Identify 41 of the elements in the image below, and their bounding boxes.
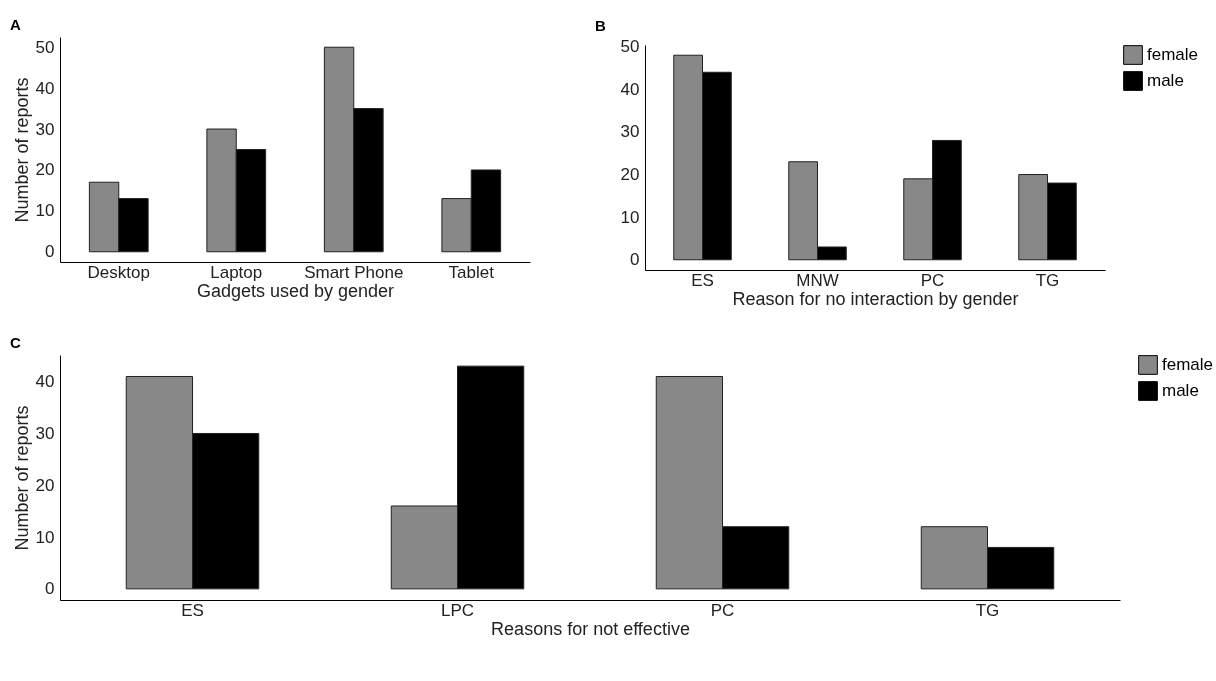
x-tick-label: TG [975, 600, 1000, 620]
x-axis-title: Reason for no interaction by gender [732, 288, 1019, 309]
x-tick-label: Laptop [210, 262, 263, 282]
y-axis-title: Number of reports [11, 77, 32, 223]
legend-label: male [1162, 381, 1199, 400]
y-tick-label: 50 [620, 37, 640, 57]
y-tick-label: 30 [620, 122, 640, 142]
x-tick-label: Smart Phone [304, 262, 404, 282]
y-tick-label: 20 [35, 475, 55, 495]
x-tick-label: LPC [440, 600, 475, 620]
x-tick-label: PC [920, 270, 945, 290]
legend-label: female [1162, 355, 1214, 374]
y-axis-title: Number of reports [11, 405, 32, 551]
y-tick-label: 10 [35, 201, 55, 221]
y-tick-label: 40 [35, 78, 55, 98]
y-tick-label: 10 [35, 527, 55, 547]
legend-label: female [1147, 45, 1199, 64]
x-tick-label: PC [710, 600, 735, 620]
y-tick-label: 0 [630, 250, 640, 270]
y-tick-label: 30 [35, 423, 55, 443]
x-tick-label: ES [181, 600, 204, 620]
y-tick-label: 20 [35, 160, 55, 180]
y-tick-label: 40 [620, 79, 640, 99]
y-tick-label: 10 [620, 207, 640, 227]
y-tick-label: 0 [45, 579, 55, 599]
chart-title: B [595, 16, 606, 34]
chart-title: A [10, 16, 21, 33]
x-tick-label: Tablet [448, 262, 495, 282]
chart-title: C [10, 334, 21, 351]
y-tick-label: 0 [45, 242, 55, 262]
y-tick-label: 40 [35, 372, 55, 392]
x-tick-label: Desktop [87, 262, 150, 282]
y-tick-label: 50 [35, 37, 55, 57]
y-tick-label: 20 [620, 165, 640, 185]
x-axis-title: Reasons for not effective [491, 618, 690, 639]
x-tick-label: MNW [796, 270, 839, 290]
legend-label: male [1147, 71, 1184, 90]
x-axis-title: Gadgets used by gender [196, 280, 395, 301]
x-tick-label: ES [691, 270, 714, 290]
x-tick-label: TG [1035, 270, 1060, 290]
y-tick-label: 30 [35, 119, 55, 139]
